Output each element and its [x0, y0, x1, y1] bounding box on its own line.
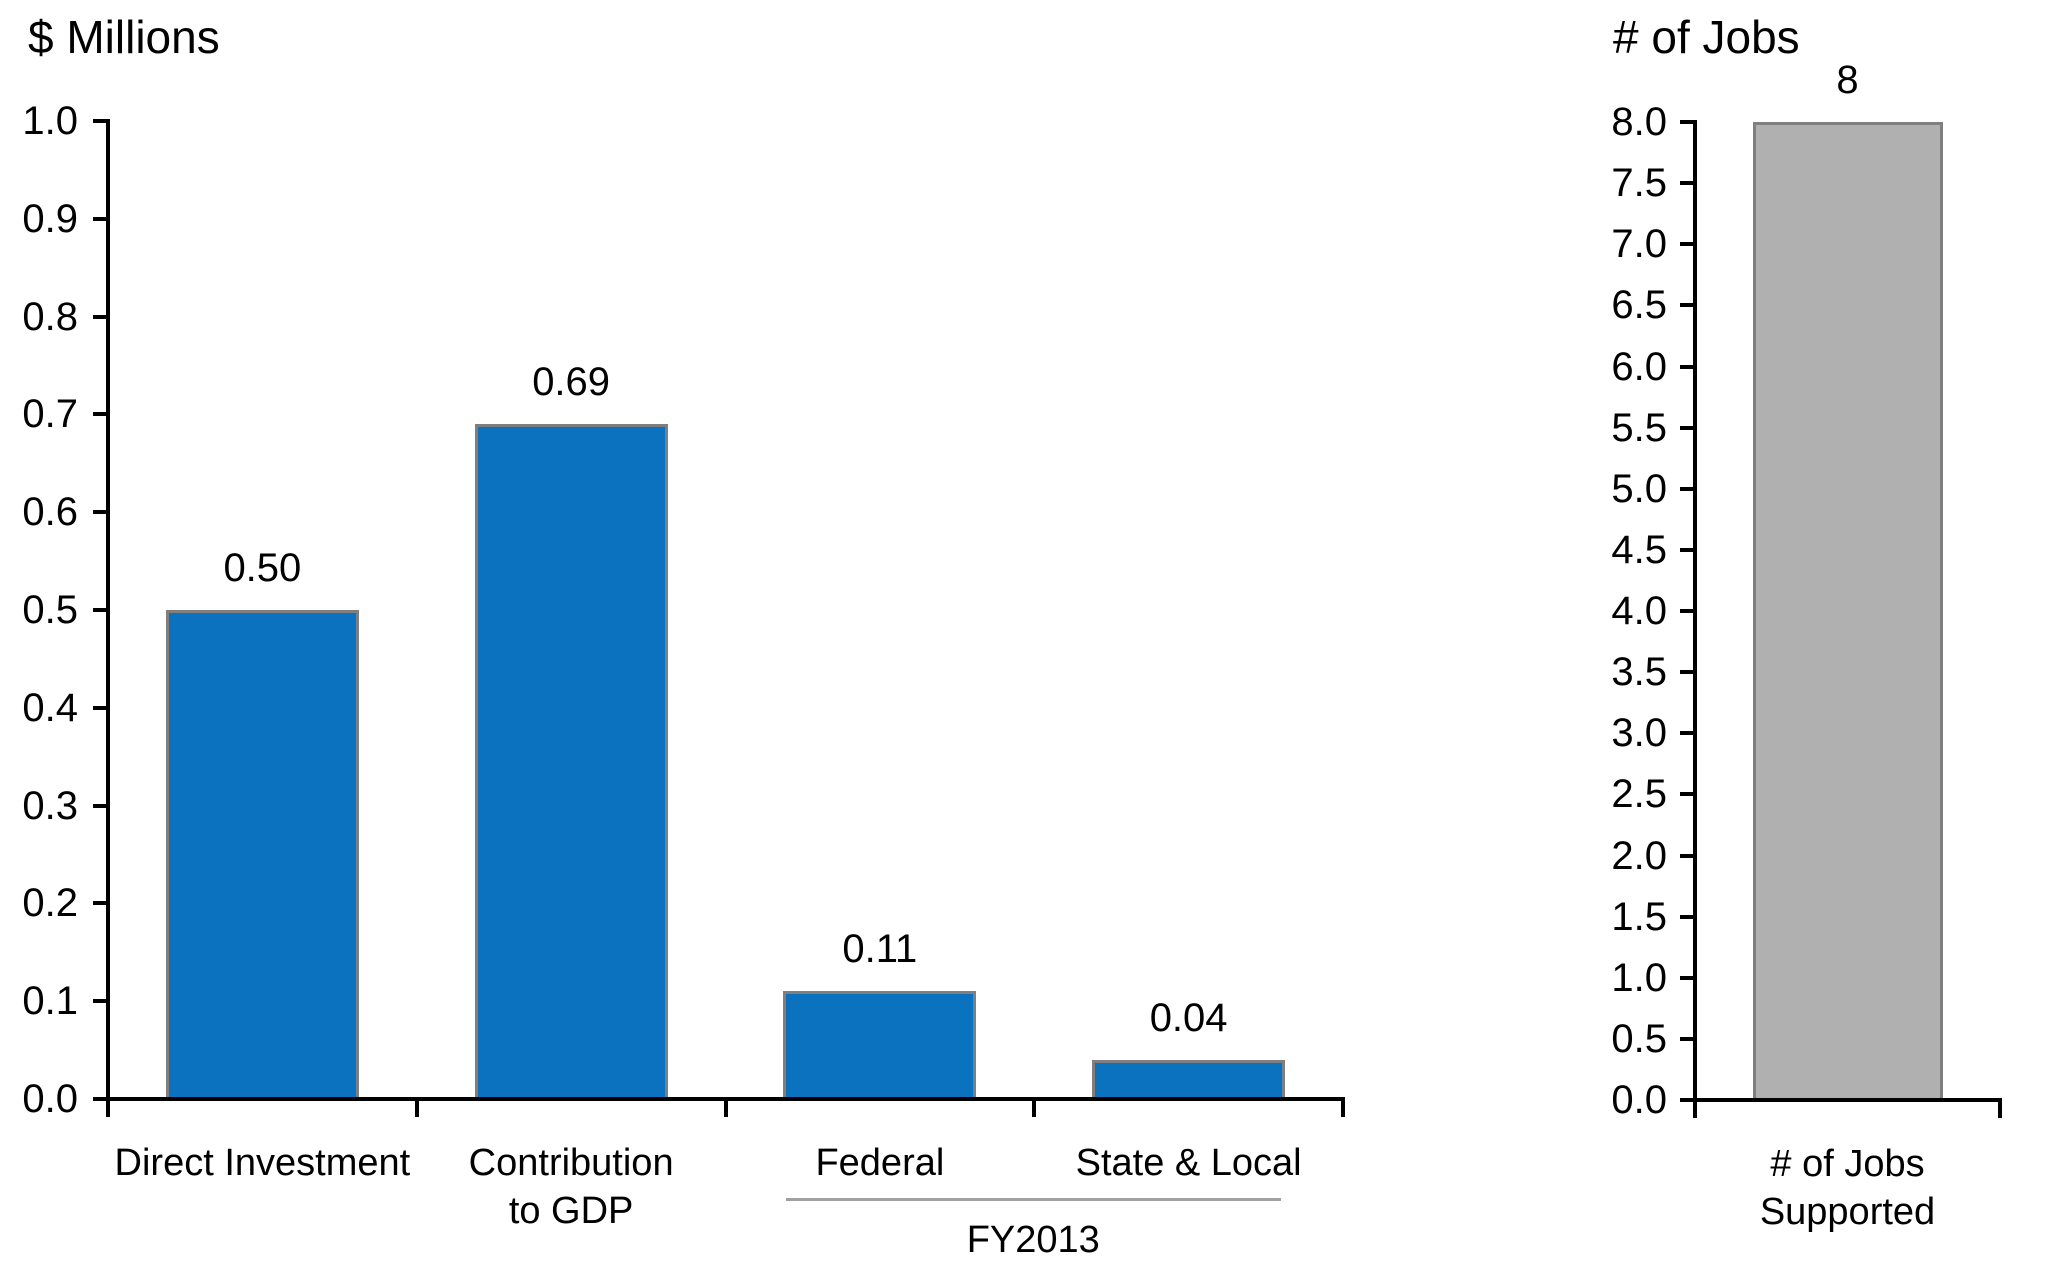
category-label-direct-investment: Direct Investment	[114, 1142, 411, 1184]
category-label-state-local: State & Local	[1075, 1142, 1302, 1184]
value-label-of-jobs-supported: 8	[1836, 58, 1859, 102]
category-label-contribution-to-gdp: to GDP	[508, 1190, 634, 1232]
y-tick-label: 5.0	[1611, 466, 1667, 511]
y-tick	[1680, 1036, 1693, 1041]
y-tick-label: 4.5	[1611, 527, 1667, 572]
bar-contribution-to-gdp	[474, 424, 668, 1101]
bar-federal	[783, 991, 977, 1101]
y-tick	[93, 901, 106, 906]
y-tick	[1680, 120, 1693, 124]
y-tick-label: 8.0	[1611, 100, 1667, 144]
y-tick	[1680, 731, 1693, 736]
category-label-of-jobs-supported: Supported	[1759, 1191, 1936, 1233]
category-boundary-tick	[723, 1097, 728, 1117]
y-tick	[1680, 303, 1693, 308]
category-boundary-tick	[1998, 1098, 2002, 1118]
y-tick	[93, 1097, 106, 1101]
category-label-of-jobs-supported: # of Jobs	[1770, 1143, 1925, 1185]
value-label-federal: 0.11	[842, 927, 918, 972]
y-tick-label: 2.0	[1611, 833, 1667, 878]
y-tick	[1680, 609, 1693, 613]
y-tick	[1680, 975, 1693, 980]
y-tick	[1680, 1098, 1693, 1102]
y-tick	[93, 608, 106, 612]
bar-direct-investment	[165, 610, 359, 1101]
bar-of-jobs-supported	[1752, 122, 1943, 1102]
y-tick-label: 1.0	[22, 99, 78, 143]
y-tick	[1680, 242, 1693, 247]
y-tick	[93, 119, 106, 123]
y-tick-label: 6.0	[1611, 344, 1667, 389]
group-label-fy2013: FY2013	[966, 1219, 1100, 1261]
y-tick-label: 0.6	[22, 490, 78, 535]
x-axis-line	[1693, 1098, 2002, 1102]
y-tick	[93, 999, 106, 1004]
bar-state-local	[1092, 1059, 1286, 1101]
y-tick	[93, 803, 106, 808]
y-tick-label: 0.4	[22, 685, 78, 730]
y-tick	[1680, 853, 1693, 858]
category-boundary-tick	[106, 1097, 110, 1117]
y-tick-label: 0.3	[22, 783, 78, 828]
y-tick	[93, 216, 106, 221]
y-tick-label: 0.0	[22, 1077, 78, 1121]
y-tick	[93, 412, 106, 417]
y-tick	[1680, 364, 1693, 369]
y-tick-label: 1.0	[1611, 955, 1667, 1000]
chart-title-number-of-jobs: # of Jobs	[1613, 11, 1800, 63]
y-tick	[93, 510, 106, 515]
y-tick-label: 0.5	[1611, 1016, 1667, 1061]
y-tick	[1680, 425, 1693, 430]
y-tick	[93, 705, 106, 710]
y-tick-label: 0.9	[22, 196, 78, 241]
y-tick-label: 1.5	[1611, 894, 1667, 939]
category-boundary-tick	[1341, 1097, 1345, 1117]
y-tick-label: 0.5	[22, 588, 78, 632]
y-tick	[1680, 792, 1693, 797]
y-tick-label: 7.5	[1611, 161, 1667, 206]
y-tick	[93, 314, 106, 319]
category-boundary-tick	[1693, 1098, 1697, 1118]
y-tick-label: 7.0	[1611, 222, 1667, 267]
y-tick-label: 0.7	[22, 392, 78, 437]
category-boundary-tick	[414, 1097, 419, 1117]
y-tick-label: 6.5	[1611, 283, 1667, 328]
y-tick	[1680, 181, 1693, 186]
y-tick-label: 3.0	[1611, 711, 1667, 756]
y-axis-line	[106, 119, 110, 1101]
y-tick-label: 3.5	[1611, 650, 1667, 695]
y-tick-label: 4.0	[1611, 589, 1667, 633]
y-tick	[1680, 486, 1693, 491]
value-label-direct-investment: 0.50	[223, 546, 302, 590]
y-tick	[1680, 547, 1693, 552]
y-tick-label: 0.2	[22, 881, 78, 926]
y-tick-label: 2.5	[1611, 772, 1667, 817]
y-axis-line	[1693, 120, 1697, 1102]
value-label-contribution-to-gdp: 0.69	[532, 360, 611, 405]
y-tick-label: 0.0	[1611, 1078, 1667, 1122]
y-tick	[1680, 914, 1693, 919]
chart-title-dollar-millions: $ Millions	[28, 11, 220, 63]
value-label-state-local: 0.04	[1149, 995, 1228, 1040]
group-line-fy2013	[785, 1198, 1281, 1201]
category-label-contribution-to-gdp: Contribution	[468, 1142, 674, 1184]
y-tick-label: 0.1	[22, 979, 78, 1024]
y-tick-label: 0.8	[22, 294, 78, 339]
category-label-federal: Federal	[815, 1142, 945, 1184]
y-tick-label: 5.5	[1611, 405, 1667, 450]
category-boundary-tick	[1032, 1097, 1037, 1117]
y-tick	[1680, 670, 1693, 675]
